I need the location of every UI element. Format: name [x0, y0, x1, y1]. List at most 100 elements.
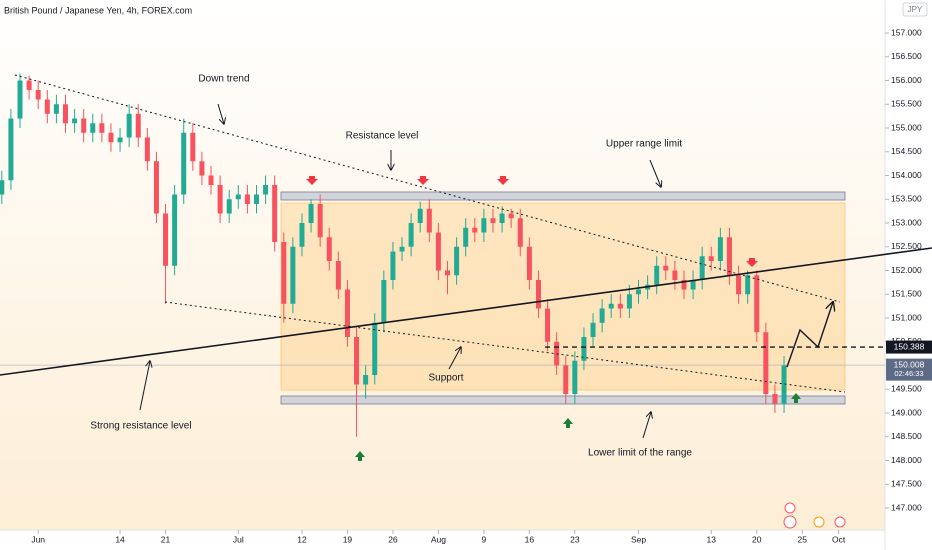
candle-body: [108, 132, 114, 143]
x-tick-label: 12: [297, 534, 307, 544]
y-tick-label: 154.000: [891, 170, 922, 180]
candle-body: [636, 289, 642, 295]
candle-body: [672, 270, 678, 281]
candle-body: [435, 232, 441, 271]
range-box: [280, 202, 846, 391]
candles: [0, 73, 787, 437]
up-arrow: [563, 418, 573, 428]
up-arrows: [355, 393, 801, 461]
x-tick-label: Jun: [31, 534, 45, 544]
candle-body: [754, 275, 760, 333]
candle-body: [354, 337, 360, 385]
x-tick-label: 19: [343, 534, 353, 544]
candle-body: [163, 213, 169, 266]
annotation: Upper range limit: [606, 139, 682, 150]
candle-body: [317, 204, 323, 238]
candle-body: [590, 322, 596, 338]
x-tick-label: 14: [115, 534, 125, 544]
annotation-arrow: [217, 103, 224, 124]
candle-body: [481, 218, 487, 233]
candle-body: [244, 194, 250, 205]
x-tick-label: 20: [752, 534, 762, 544]
annotation-arrow: [448, 347, 461, 370]
down-arrows: [306, 176, 758, 267]
y-tick-label: 148.000: [891, 455, 922, 465]
resistance-line: [0, 247, 932, 376]
y-tick-label: 151.500: [891, 289, 922, 299]
candle-body: [90, 123, 96, 133]
candle-body: [372, 322, 378, 376]
x-tick-label: 25: [797, 534, 807, 544]
annotation: Resistance level: [346, 131, 419, 142]
candle-body: [126, 113, 132, 138]
event-icon: [834, 516, 846, 528]
candle-body: [235, 194, 241, 200]
time-axis: [0, 530, 885, 550]
x-tick-label: Oct: [832, 534, 846, 544]
lower-band: [280, 395, 846, 405]
candle-body: [617, 303, 623, 309]
currency-badge[interactable]: [902, 2, 928, 17]
annotation-arrow: [642, 412, 651, 439]
last-price-badge: [886, 358, 932, 381]
annotation-arrow: [649, 159, 661, 187]
level-label: 150.388: [894, 341, 925, 351]
candle-body: [663, 265, 669, 271]
annotation: Down trend: [198, 74, 249, 85]
candle-body: [81, 118, 87, 133]
y-tick-label: 151.000: [891, 312, 922, 322]
candle-body: [408, 223, 414, 247]
y-tick-label: 154.500: [891, 146, 922, 156]
candle-body: [363, 375, 369, 385]
candle-body: [344, 289, 350, 338]
candle-body: [763, 332, 769, 395]
candle-body: [172, 194, 178, 266]
y-tick-label: 152.500: [891, 241, 922, 251]
candle-body: [181, 132, 187, 195]
candle-body: [490, 218, 496, 224]
candle-body: [35, 90, 41, 100]
candle-body: [463, 227, 469, 247]
candle-body: [135, 113, 141, 138]
x-tick-label: Aug: [431, 534, 446, 544]
candle-body: [326, 237, 332, 262]
countdown-label: 02:46:33: [894, 369, 923, 378]
candle-body: [263, 185, 269, 195]
y-tick-label: 147.500: [891, 479, 922, 489]
up-arrow: [791, 393, 801, 403]
y-tick-label: 153.500: [891, 194, 922, 204]
candle-body: [681, 280, 687, 290]
candle-body: [572, 360, 578, 395]
candle-body: [745, 275, 751, 295]
candle-body: [0, 180, 5, 195]
chart-title: British Pound / Japanese Yen, 4h, FOREX.…: [4, 5, 192, 15]
candle-body: [399, 246, 405, 252]
y-tick-label: 156.500: [891, 51, 922, 61]
event-icon: [784, 502, 796, 514]
candle-body: [208, 175, 214, 186]
y-tick-label: 148.500: [891, 431, 922, 441]
y-tick-label: 149.000: [891, 407, 922, 417]
candle-body: [717, 237, 723, 262]
candle-body: [299, 223, 305, 247]
upper-band: [280, 191, 846, 201]
candle-body: [99, 123, 105, 133]
candle-body: [44, 99, 50, 114]
down-arrow: [497, 176, 509, 185]
event-icons: [783, 502, 846, 529]
candle-body: [281, 242, 287, 304]
candle-body: [472, 227, 478, 233]
candle-body: [53, 104, 59, 114]
candle-body: [454, 246, 460, 276]
candle-body: [708, 256, 714, 262]
down-arrow: [417, 176, 429, 185]
y-tick-label: 157.000: [891, 27, 922, 37]
candle-body: [62, 104, 68, 124]
candle-body: [608, 303, 614, 309]
plot-background: [0, 0, 885, 530]
support-line: [164, 301, 846, 393]
level-badge: [886, 340, 932, 354]
candle-body: [508, 213, 514, 219]
candle-body: [545, 308, 551, 342]
